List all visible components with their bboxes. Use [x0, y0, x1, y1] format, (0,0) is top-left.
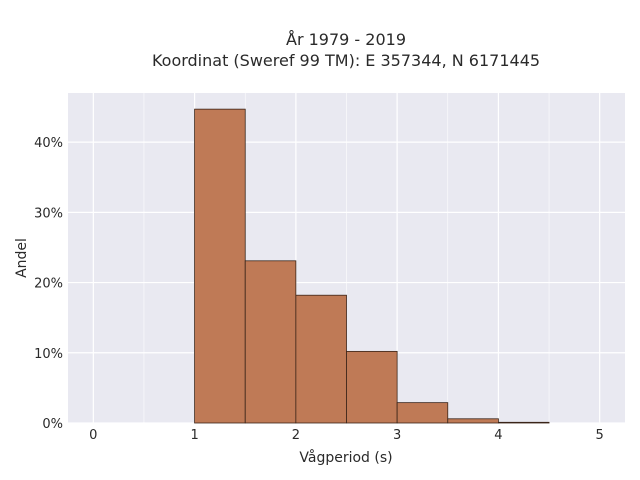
histogram-bar — [194, 108, 246, 424]
histogram-bar — [498, 421, 550, 424]
chart-title-line2: Koordinat (Sweref 99 TM): E 357344, N 61… — [152, 51, 540, 70]
x-axis-label: Vågperiod (s) — [299, 449, 392, 466]
x-tick-label: 2 — [292, 428, 300, 443]
x-tick-labels: 0 1 2 3 4 5 — [89, 428, 604, 443]
y-tick-label: 30% — [34, 206, 63, 221]
y-tick-label: 40% — [34, 136, 63, 151]
y-tick-label: 0% — [42, 417, 63, 432]
y-axis-label: Andel — [14, 238, 30, 278]
x-tick-label: 5 — [596, 428, 604, 443]
x-tick-label: 4 — [494, 428, 502, 443]
y-tick-label: 10% — [34, 347, 63, 362]
chart-title-line1: År 1979 - 2019 — [286, 30, 406, 49]
y-tick-labels: 0% 10% 20% 30% 40% — [34, 136, 63, 432]
grid-lines — [68, 93, 625, 424]
x-tick-label: 3 — [393, 428, 401, 443]
histogram-bar — [396, 402, 449, 424]
histogram-bar — [244, 260, 297, 424]
y-tick-label: 20% — [34, 277, 63, 292]
x-tick-label: 1 — [190, 428, 198, 443]
histogram-bar — [346, 350, 398, 424]
histogram-bar — [447, 418, 499, 424]
bars — [194, 108, 550, 424]
x-tick-label: 0 — [89, 428, 97, 443]
histogram-bar — [295, 294, 347, 424]
